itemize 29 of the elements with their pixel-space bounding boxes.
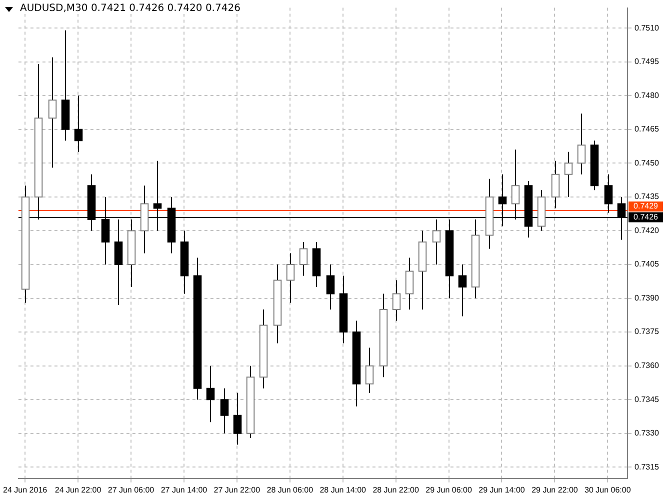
y-tick-label: 0.7390 <box>634 293 660 302</box>
y-tick-label: 0.7405 <box>634 260 660 269</box>
x-tick-label: 29 Jun 22:00 <box>532 485 578 494</box>
x-tick-label: 30 Jun 06:00 <box>584 485 632 494</box>
y-tick-label: 0.7315 <box>634 462 660 472</box>
x-tick-label: 27 Jun 22:00 <box>214 485 261 494</box>
y-tick-label: 0.7510 <box>634 23 660 32</box>
y-tick-label: 0.7330 <box>634 428 660 438</box>
y-tick-label: 0.7465 <box>634 124 660 134</box>
x-tick-label: 27 Jun 14:00 <box>160 485 208 494</box>
y-tick-label: 0.7360 <box>634 361 660 370</box>
y-tick-label: 0.7435 <box>634 192 660 202</box>
x-tick-label: 29 Jun 06:00 <box>426 485 472 494</box>
y-tick-label: 0.7420 <box>634 226 660 235</box>
x-tick-label: 24 Jun 2016 <box>3 485 48 494</box>
x-tick-label: 24 Jun 22:00 <box>54 485 102 494</box>
y-tick-label: 0.7495 <box>634 57 660 66</box>
y-tick-label: 0.7345 <box>634 394 660 404</box>
y-tick-label: 0.7480 <box>634 90 660 100</box>
x-tick-label: 28 Jun 06:00 <box>266 485 314 494</box>
y-tick-label: 0.7375 <box>634 327 660 336</box>
chart-title: AUDUSD,M30 0.7421 0.7426 0.7420 0.7426 <box>20 3 240 14</box>
x-tick-label: 29 Jun 14:00 <box>478 485 526 494</box>
ref-line-label: 0.7426 <box>634 212 659 222</box>
x-tick-label: 28 Jun 14:00 <box>320 485 367 494</box>
x-tick-label: 27 Jun 06:00 <box>108 485 155 494</box>
y-tick-label: 0.7450 <box>634 158 660 168</box>
ref-line-label: 0.7429 <box>634 202 659 211</box>
x-tick-label: 28 Jun 22:00 <box>372 485 420 494</box>
